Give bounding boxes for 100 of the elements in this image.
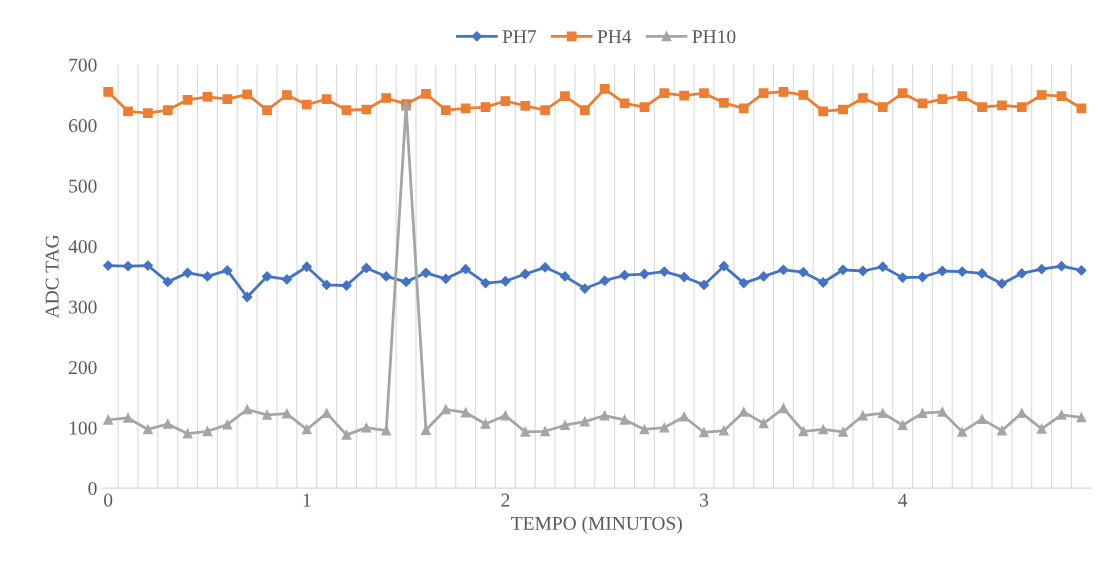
point	[182, 94, 193, 105]
point	[361, 422, 372, 433]
point	[599, 410, 610, 421]
point	[520, 427, 531, 437]
point	[143, 108, 153, 118]
point	[440, 404, 451, 415]
point	[301, 99, 312, 110]
point	[361, 262, 372, 274]
point	[897, 272, 908, 283]
legend-label: PH7	[502, 30, 537, 44]
point	[321, 94, 332, 105]
point	[679, 411, 690, 422]
point	[520, 101, 531, 111]
point	[858, 410, 868, 421]
point	[341, 280, 352, 291]
point	[103, 414, 114, 425]
point	[917, 408, 928, 418]
point	[222, 94, 233, 105]
point	[639, 102, 650, 112]
point	[480, 102, 491, 112]
point	[778, 403, 789, 414]
point	[599, 275, 610, 286]
point	[341, 105, 352, 115]
point	[758, 418, 769, 429]
point	[957, 266, 968, 277]
point	[897, 420, 908, 431]
y-tick-label: 400	[68, 240, 97, 254]
point	[639, 424, 650, 435]
point	[877, 102, 888, 112]
point	[877, 261, 888, 272]
point	[480, 277, 491, 289]
point	[758, 88, 769, 99]
point	[837, 264, 849, 275]
y-axis-title: ADC TAG	[45, 235, 59, 319]
x-tick-label: 1	[303, 493, 311, 507]
point	[897, 88, 908, 99]
point	[818, 277, 829, 288]
point	[778, 264, 789, 275]
point	[1056, 91, 1067, 102]
point	[381, 271, 392, 282]
point	[738, 277, 749, 289]
y-tick-label: 0	[88, 481, 97, 496]
point	[301, 424, 312, 435]
point	[818, 424, 829, 435]
point	[540, 426, 550, 437]
point	[440, 105, 451, 115]
point	[381, 93, 392, 103]
point	[560, 420, 570, 431]
point	[798, 267, 809, 278]
x-axis-title: TEMPO (MINUTOS)	[511, 516, 682, 534]
point	[480, 419, 491, 429]
y-tick-label: 300	[69, 300, 97, 314]
point	[460, 264, 471, 275]
point	[321, 279, 332, 291]
y-tick-label: 100	[69, 421, 97, 435]
point	[579, 105, 590, 115]
point	[997, 100, 1007, 111]
point	[659, 266, 670, 277]
point	[838, 427, 848, 437]
x-tick-label: 3	[700, 493, 709, 507]
point	[123, 413, 133, 423]
point	[659, 422, 670, 433]
point	[500, 276, 511, 287]
point	[758, 271, 769, 282]
point	[1056, 261, 1067, 272]
point	[142, 260, 154, 271]
point	[818, 106, 829, 117]
point	[679, 271, 690, 283]
point	[1016, 102, 1027, 112]
point	[282, 90, 292, 100]
point	[798, 90, 809, 100]
point	[659, 88, 670, 99]
point	[599, 84, 610, 94]
point	[440, 273, 451, 284]
point	[1036, 423, 1047, 434]
point	[182, 267, 193, 278]
point	[103, 260, 114, 271]
point	[400, 276, 412, 287]
point	[301, 261, 312, 272]
point	[1076, 103, 1087, 114]
point	[977, 414, 987, 425]
point	[977, 102, 987, 112]
point	[282, 408, 292, 419]
point	[520, 268, 531, 280]
point	[162, 276, 173, 287]
point	[718, 261, 729, 272]
legend-label: PH10	[692, 30, 736, 44]
point	[1076, 412, 1087, 423]
point	[1016, 268, 1027, 279]
point	[937, 94, 948, 105]
point	[719, 97, 729, 108]
point	[957, 91, 968, 102]
point	[202, 271, 213, 282]
point	[500, 410, 511, 421]
x-tick-label: 2	[501, 493, 510, 507]
point	[242, 291, 253, 303]
point	[162, 419, 173, 429]
point	[103, 87, 114, 97]
point	[937, 265, 948, 277]
point	[460, 407, 471, 418]
